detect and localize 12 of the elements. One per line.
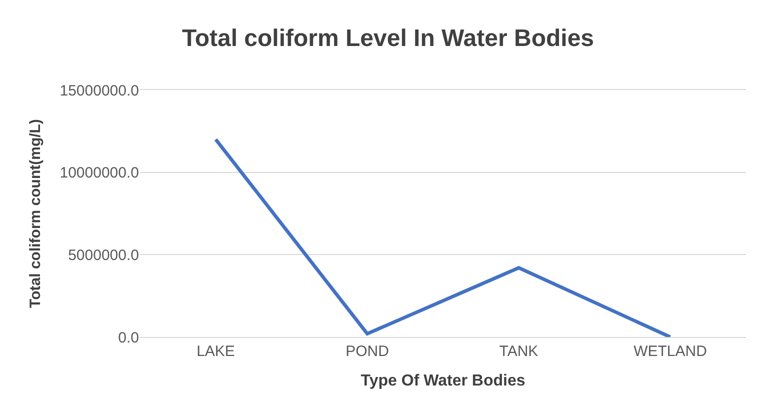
line-series [214, 138, 672, 337]
y-tick-label: 10000000.0 [60, 164, 139, 182]
x-tick-label: LAKE [196, 343, 235, 360]
y-tick-label: 0.0 [118, 329, 139, 346]
chart-title: Total coliform Level In Water Bodies [182, 24, 594, 52]
x-axis-title: Type Of Water Bodies [360, 372, 526, 390]
y-tick-label: 5000000.0 [68, 246, 139, 264]
x-tick-label: POND [346, 343, 390, 360]
y-axis-title: Total coliform count(mg/L) [27, 119, 44, 308]
y-tick-label: 15000000.0 [60, 82, 139, 100]
x-tick-label: TANK [499, 343, 538, 360]
x-tick-label: WETLAND [634, 343, 708, 360]
